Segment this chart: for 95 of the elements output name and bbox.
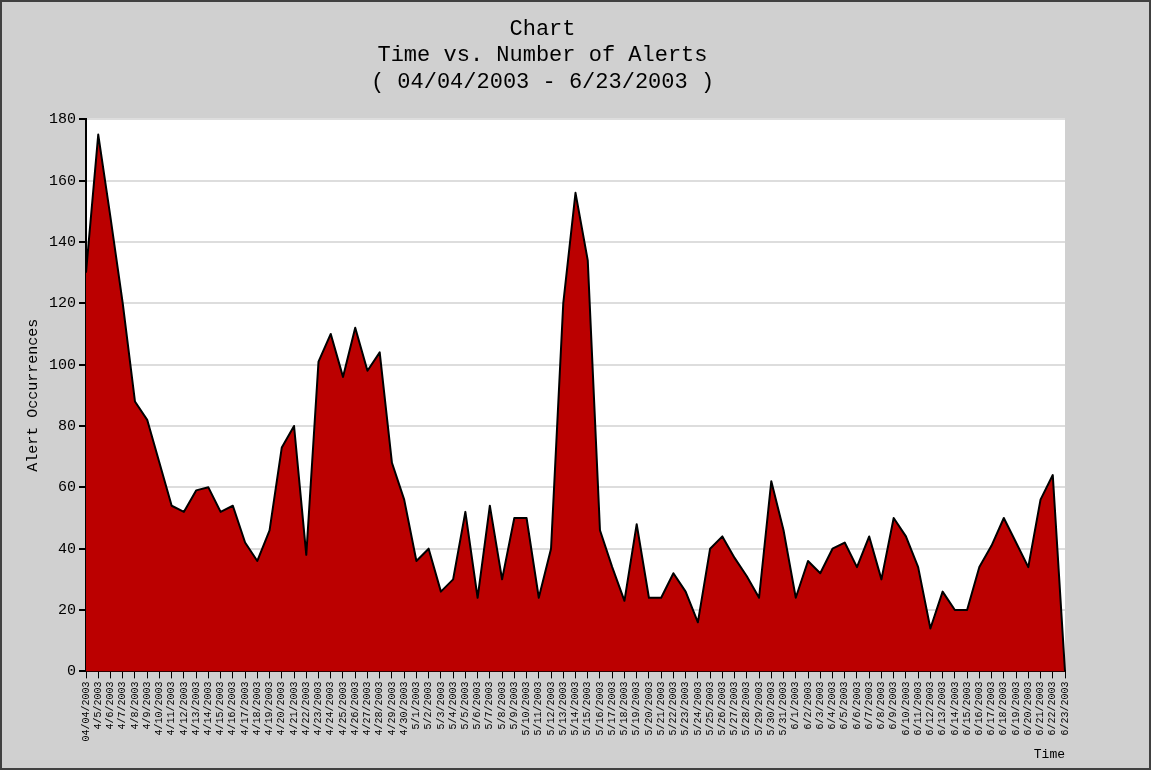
x-tick-label: 5/30/2003 [765,681,777,736]
x-tick-label: 4/27/2003 [362,681,374,736]
x-tick-label: 4/29/2003 [386,681,398,736]
x-tick-label: 4/24/2003 [325,681,337,736]
x-tick-label: 4/6/2003 [105,681,117,730]
x-tick-label: 4/5/2003 [92,681,104,730]
x-tick-label: 4/22/2003 [300,681,312,736]
x-tick-label: 5/27/2003 [729,681,741,736]
x-tick-label: 5/26/2003 [716,681,728,736]
x-tick-label: 6/9/2003 [888,681,900,730]
x-tick-label: 5/8/2003 [496,681,508,730]
x-tick-label: 6/6/2003 [851,681,863,730]
x-tick-label: 5/17/2003 [606,681,618,736]
x-tick-label: 4/10/2003 [154,681,166,736]
x-tick-label: 5/3/2003 [435,681,447,730]
x-tick-label: 4/28/2003 [374,681,386,736]
x-tick-label: 4/19/2003 [264,681,276,736]
x-tick-label: 5/5/2003 [460,681,472,730]
y-tick-label: 140 [48,233,76,251]
x-tick-label: 6/14/2003 [949,681,961,736]
y-axis-title: Alert Occurrences [24,318,42,472]
x-tick-label: 5/15/2003 [582,681,594,736]
x-tick-label: 5/16/2003 [594,681,606,736]
x-tick-label: 5/13/2003 [557,681,569,736]
x-tick-label: 5/29/2003 [753,681,765,736]
x-tick-label: 6/23/2003 [1059,681,1071,736]
x-tick-label: 4/15/2003 [215,681,227,736]
x-tick-label: 04/04/2003 [80,681,92,742]
x-tick-label: 6/3/2003 [814,681,826,730]
x-tick-label: 5/6/2003 [472,681,484,730]
x-tick-label: 4/20/2003 [276,681,288,736]
x-tick-label: 5/22/2003 [668,681,680,736]
x-tick-label: 6/15/2003 [961,681,973,736]
x-tick-label: 5/18/2003 [619,681,631,736]
x-tick-label: 5/11/2003 [533,681,545,736]
chart-title: Chart [509,17,576,43]
x-tick-label: 5/20/2003 [643,681,655,736]
x-tick-label: 4/7/2003 [117,681,129,730]
x-tick-label: 6/2/2003 [802,681,814,730]
x-tick-label: 4/25/2003 [337,681,349,736]
x-tick-label: 4/13/2003 [190,681,202,736]
x-tick-label: 5/24/2003 [692,681,704,736]
y-tick-label: 0 [66,663,76,681]
x-tick-label: 5/28/2003 [741,681,753,736]
x-tick-label: 6/17/2003 [986,681,998,736]
x-tick-label: 5/9/2003 [508,681,520,730]
y-tick-label: 40 [57,540,76,558]
x-tick-label: 5/1/2003 [411,681,423,730]
x-tick-label: 4/8/2003 [129,681,141,730]
x-tick-label: 6/12/2003 [925,681,937,736]
y-tick-label: 20 [57,602,76,619]
y-tick-label: 120 [48,295,76,313]
x-tick-label: 6/5/2003 [839,681,851,730]
x-axis-title: Time [1033,746,1065,762]
x-tick-label: 6/18/2003 [998,681,1010,736]
x-tick-label: 6/19/2003 [1010,681,1022,736]
x-tick-label: 6/16/2003 [973,681,985,736]
x-tick-label: 5/23/2003 [680,681,692,736]
y-tick-label: 60 [57,479,76,497]
x-tick-label: 5/21/2003 [655,681,667,736]
x-tick-label: 5/4/2003 [447,681,459,730]
x-tick-label: 4/30/2003 [398,681,410,736]
x-tick-label: 4/14/2003 [203,681,215,736]
x-tick-label: 5/14/2003 [570,681,582,736]
x-tick-label: 6/10/2003 [900,681,912,736]
x-tick-label: 6/13/2003 [937,681,949,736]
x-tick-label: 4/26/2003 [349,681,361,736]
x-tick-label: 4/21/2003 [288,681,300,736]
x-tick-label: 6/22/2003 [1047,681,1059,736]
x-tick-label: 6/7/2003 [863,681,875,730]
x-tick-label: 5/10/2003 [521,681,533,736]
y-tick-label: 160 [48,172,76,190]
x-tick-label: 4/9/2003 [141,681,153,730]
x-tick-label: 4/18/2003 [251,681,263,736]
y-tick-label: 80 [57,417,76,435]
x-tick-label: 6/11/2003 [912,681,924,736]
x-tick-label: 6/21/2003 [1035,681,1047,736]
y-tick-label: 180 [48,111,76,129]
x-tick-label: 5/7/2003 [484,681,496,730]
x-tick-label: 4/23/2003 [313,681,325,736]
chart-subtitle: Time vs. Number of Alerts ( 04/04/2003 - 6/23/2003 ) [370,43,715,95]
x-tick-label: 4/12/2003 [178,681,190,736]
x-tick-label: 5/12/2003 [545,681,557,736]
x-tick-label: 5/25/2003 [704,681,716,736]
x-tick-label: 5/2/2003 [423,681,435,730]
x-tick-label: 5/19/2003 [631,681,643,736]
x-tick-label: 5/31/2003 [778,681,790,736]
x-tick-label: 4/17/2003 [239,681,251,736]
x-tick-label: 6/20/2003 [1022,681,1034,736]
x-tick-label: 6/4/2003 [827,681,839,730]
x-tick-label: 4/16/2003 [227,681,239,736]
x-tick-label: 6/1/2003 [790,681,802,730]
x-tick-label: 6/8/2003 [876,681,888,730]
y-tick-label: 100 [48,356,76,374]
x-tick-label: 4/11/2003 [166,681,178,736]
